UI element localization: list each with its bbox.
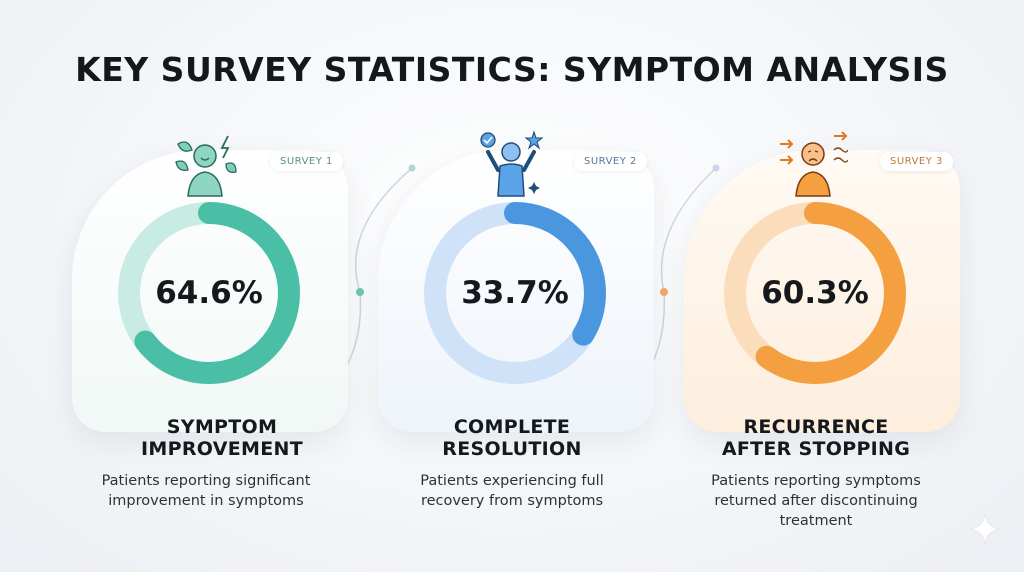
donut-progress [424,202,606,384]
survey-badge: SURVEY 3 [880,152,953,171]
page-title: KEY SURVEY STATISTICS: SYMPTOM ANALYSIS [75,50,949,89]
desc-line: Patients experiencing full [420,473,604,489]
stat-label-line: SYMPTOM [166,416,278,438]
donut-progress [118,202,300,384]
stat-description-3: Patients reporting symptoms returned aft… [666,471,966,531]
stat-value: 60.3% [761,275,869,311]
stat-label-line: COMPLETE [453,416,571,438]
desc-line: Patients reporting significant [101,473,311,489]
stat-label-3: RECURRENCE AFTER STOPPING [666,416,966,460]
stat-value: 64.6% [155,275,263,311]
desc-line: recovery from symptoms [420,493,604,509]
stat-label-line: IMPROVEMENT [141,438,303,460]
desc-line: treatment [779,513,853,529]
donut-chart [724,202,906,384]
stat-value: 33.7% [461,275,569,311]
donut-chart [118,202,300,384]
stat-label-2: COMPLETE RESOLUTION [362,416,662,460]
card-background [72,150,348,432]
desc-line: returned after discontinuing [714,493,918,509]
sparkle-icon [969,513,1001,545]
person-distressed-icon [780,131,848,197]
stat-description-1: Patients reporting significant improveme… [56,471,356,511]
stat-label-1: SYMPTOM IMPROVEMENT [72,416,372,460]
desc-line: Patients reporting symptoms [711,473,921,489]
desc-line: improvement in symptoms [108,493,304,509]
stat-card-survey-1: SURVEY 1 64.6% [72,130,362,432]
stat-card-survey-2: SURVEY 2 33.7% [378,130,668,432]
stat-label-line: RESOLUTION [442,438,582,460]
stat-card-survey-3: SURVEY 3 60.3% [684,130,974,432]
survey-badge: SURVEY 1 [270,152,343,171]
stat-label-line: RECURRENCE [743,416,889,438]
stat-description-2: Patients experiencing full recovery from… [362,471,662,511]
survey-badge: SURVEY 2 [574,152,647,171]
donut-chart [424,202,606,384]
person-with-leaves-icon [175,135,237,197]
person-celebrating-icon [480,130,544,197]
donut-progress [724,202,906,384]
stat-label-line: AFTER STOPPING [721,438,911,460]
card-background [378,150,654,432]
